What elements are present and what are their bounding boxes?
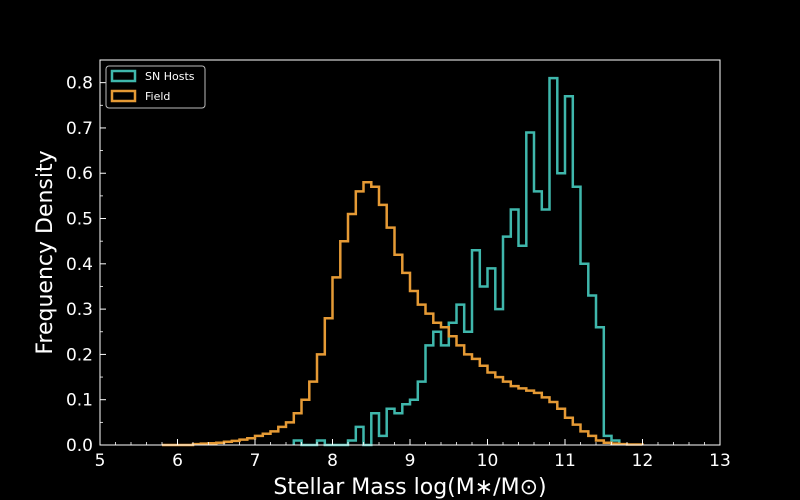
x-tick-label: 6 xyxy=(172,451,183,471)
x-tick-label: 7 xyxy=(250,451,261,471)
x-tick-label: 13 xyxy=(709,451,731,471)
x-tick-label: 12 xyxy=(632,451,654,471)
legend: SN Hosts Field xyxy=(105,65,206,109)
y-tick-label: 0.6 xyxy=(66,164,93,184)
x-tick-label: 11 xyxy=(554,451,576,471)
x-tick-label: 9 xyxy=(405,451,416,471)
y-tick-label: 0.4 xyxy=(66,255,93,275)
y-tick-label: 0.8 xyxy=(66,74,93,94)
legend-swatch-field xyxy=(110,89,137,103)
y-tick-label: 0.7 xyxy=(66,119,93,139)
series-layer xyxy=(162,76,644,447)
y-tick-label: 0.2 xyxy=(66,345,93,365)
series-sn-hosts-histogram xyxy=(292,76,621,447)
y-axis: 0.0 0.1 0.2 0.3 0.4 0.5 0.6 0.7 0.8 xyxy=(66,74,106,456)
legend-label-sn-hosts: SN Hosts xyxy=(145,70,195,83)
y-tick-label: 0.0 xyxy=(66,436,93,456)
x-axis: 5 6 7 8 9 10 11 12 13 xyxy=(95,439,731,471)
y-tick-label: 0.5 xyxy=(66,210,93,230)
legend-box xyxy=(105,65,206,109)
x-tick-label: 10 xyxy=(477,451,499,471)
series-field-histogram xyxy=(162,181,644,447)
y-axis-label: Frequency Density xyxy=(33,150,58,354)
x-tick-label: 5 xyxy=(95,451,106,471)
x-tick-label: 8 xyxy=(327,451,338,471)
y-tick-label: 0.1 xyxy=(66,391,93,411)
legend-swatch-sn-hosts xyxy=(110,69,137,83)
y-tick-label: 0.3 xyxy=(66,300,93,320)
legend-label-field: Field xyxy=(145,90,170,103)
x-axis-label: Stellar Mass log(M∗/M⊙) xyxy=(273,475,546,500)
